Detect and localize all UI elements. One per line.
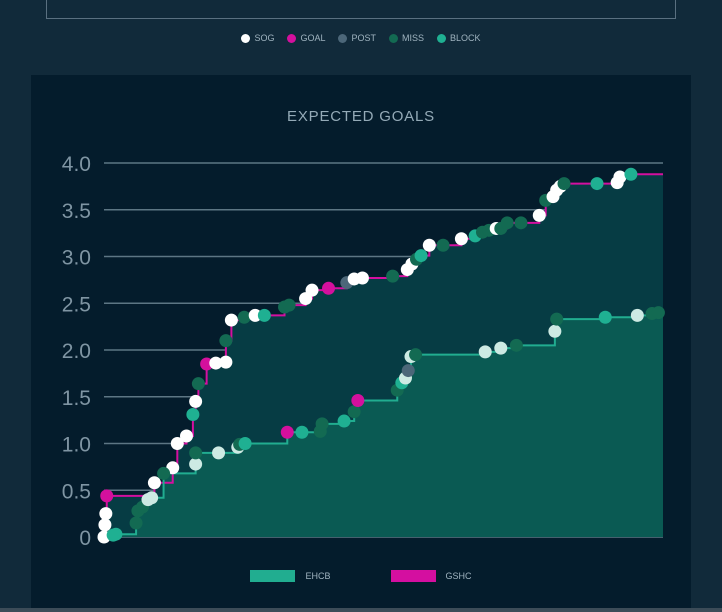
ehcb-shot-block-point [337, 414, 351, 428]
gshc-swatch [390, 570, 436, 582]
post-dot-icon [338, 33, 348, 43]
gshc-shot-sog-point [99, 507, 113, 521]
legend-item-sog[interactable]: SOG [241, 33, 274, 43]
y-tick-label: 2.5 [62, 293, 91, 316]
legend-label-post: POST [351, 33, 376, 43]
gshc-shot-miss-point [500, 216, 514, 230]
gshc-shot-sog-point [454, 232, 468, 246]
gshc-shot-miss-point [219, 334, 233, 348]
gshc-shot-sog-point [98, 518, 112, 532]
expected-goals-chart: 0 0.5 1.0 1.5 2.0 2.5 3.0 3.5 4.0 [62, 153, 665, 550]
ehcb-shot-block-point [598, 310, 612, 324]
legend-item-post[interactable]: POST [338, 33, 376, 43]
ehcb-shot-sog-point [145, 491, 159, 505]
y-tick-label: 4.0 [62, 153, 91, 176]
gshc-shot-sog-point [170, 437, 184, 450]
gshc-shot-block-point [257, 308, 271, 322]
gshc-shot-miss-point [514, 216, 528, 230]
ehcb-swatch [250, 570, 296, 582]
gshc-shot-block-point [590, 177, 604, 191]
legend-label-gshc: GSHC [445, 571, 472, 581]
gshc-shot-miss-point [436, 238, 450, 252]
ehcb-xg-area [113, 312, 663, 537]
legend-label-miss: MISS [402, 33, 425, 43]
ehcb-shot-sog-point [548, 324, 562, 338]
gshc-shot-miss-point [282, 298, 296, 312]
goal-dot-icon [287, 33, 297, 43]
ehcb-shot-sog-point [212, 446, 226, 460]
gshc-shot-sog-point [305, 283, 319, 297]
gshc-shot-sog-point [355, 271, 369, 285]
y-tick-label: 2.0 [62, 340, 91, 363]
y-tick-label: 3.0 [62, 247, 91, 270]
expected-goals-panel: EXPECTED GOALS 0 0.5 1.0 1.5 2.0 2.5 3.0 3.5 4.0… [31, 75, 691, 612]
legend-label-ehcb: EHCB [305, 571, 331, 581]
ehcb-shot-block-point [109, 527, 123, 541]
gshc-shot-sog-point [219, 355, 233, 369]
y-tick-label: 0.5 [62, 480, 91, 503]
ehcb-shot-post-point [401, 364, 415, 378]
legend-item-miss[interactable]: MISS [389, 33, 424, 43]
gshc-shot-block-point [624, 167, 638, 181]
ehcb-shot-sog-point [630, 308, 644, 322]
ehcb-shot-miss-point [315, 417, 329, 431]
gshc-shot-miss-point [386, 269, 400, 283]
gshc-shot-miss-point [191, 377, 205, 391]
legend-item-gshc[interactable]: GSHC [390, 570, 472, 582]
y-tick-label: 3.5 [62, 200, 91, 223]
gshc-shot-sog-point [209, 356, 223, 370]
y-tick-label: 1.5 [62, 387, 91, 410]
gshc-shot-goal-point [100, 489, 114, 503]
legend-item-ehcb[interactable]: EHCB [250, 570, 331, 582]
legend-item-block[interactable]: BLOCK [437, 33, 481, 43]
gshc-shot-sog-point [224, 313, 238, 327]
ehcb-shot-miss-point [509, 338, 523, 352]
ehcb-shot-block-point [295, 425, 309, 439]
miss-dot-icon [389, 33, 398, 43]
ehcb-shot-block-point [238, 437, 252, 450]
chart-title: EXPECTED GOALS [287, 108, 435, 125]
ehcb-shot-sog-point [494, 341, 508, 355]
legend-label-goal: GOAL [300, 33, 326, 43]
sog-dot-icon [241, 33, 251, 43]
gshc-shot-goal-point [322, 281, 336, 295]
gshc-shot-sog-point [189, 394, 203, 408]
bottom-scroll-edge [0, 608, 722, 612]
gshc-shot-sog-point [248, 308, 262, 322]
ehcb-shot-goal-point [351, 393, 365, 407]
ehcb-shot-sog-point [478, 345, 492, 359]
legend-item-goal[interactable]: GOAL [287, 33, 325, 43]
gshc-shot-miss-point [237, 310, 251, 324]
gshc-shot-sog-point [179, 429, 193, 443]
gshc-shot-sog-point [147, 476, 161, 490]
upper-panel-frame [46, 0, 676, 19]
ehcb-shot-sog-point [189, 457, 203, 471]
gshc-shot-block-point [186, 408, 200, 422]
legend-label-block: BLOCK [450, 33, 481, 43]
ehcb-shot-goal-point [280, 425, 294, 439]
ehcb-shot-miss-point [409, 348, 423, 362]
ehcb-shot-miss-point [189, 446, 203, 460]
gshc-shot-block-point [414, 249, 428, 263]
ehcb-shot-miss-point [651, 306, 665, 320]
gshc-shot-sog-point [613, 170, 627, 184]
gshc-shot-sog-point [532, 208, 546, 222]
block-dot-icon [437, 33, 447, 43]
team-legend: EHCB GSHC [31, 570, 691, 582]
ehcb-shot-miss-point [347, 405, 361, 419]
gshc-shot-sog-point [422, 238, 436, 252]
ehcb-shot-miss-point [157, 466, 171, 480]
shot-type-legend: SOG GOAL POST MISS BLOCK [0, 33, 722, 43]
legend-label-sog: SOG [254, 33, 275, 43]
ehcb-shot-miss-point [129, 516, 143, 530]
y-tick-label: 1.0 [62, 434, 91, 457]
ehcb-shot-miss-point [550, 312, 564, 326]
gshc-shot-miss-point [557, 177, 571, 191]
y-tick-label: 0 [79, 527, 91, 550]
